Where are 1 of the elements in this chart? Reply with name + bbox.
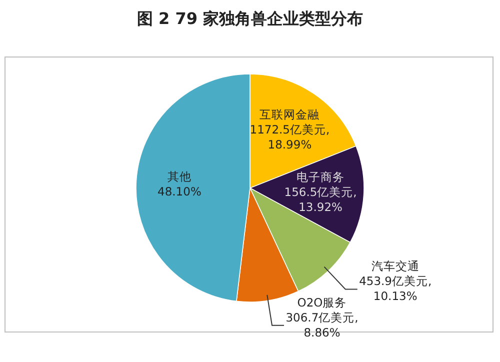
title: 图 2 79 家独角兽企业类型分布	[136, 9, 364, 28]
